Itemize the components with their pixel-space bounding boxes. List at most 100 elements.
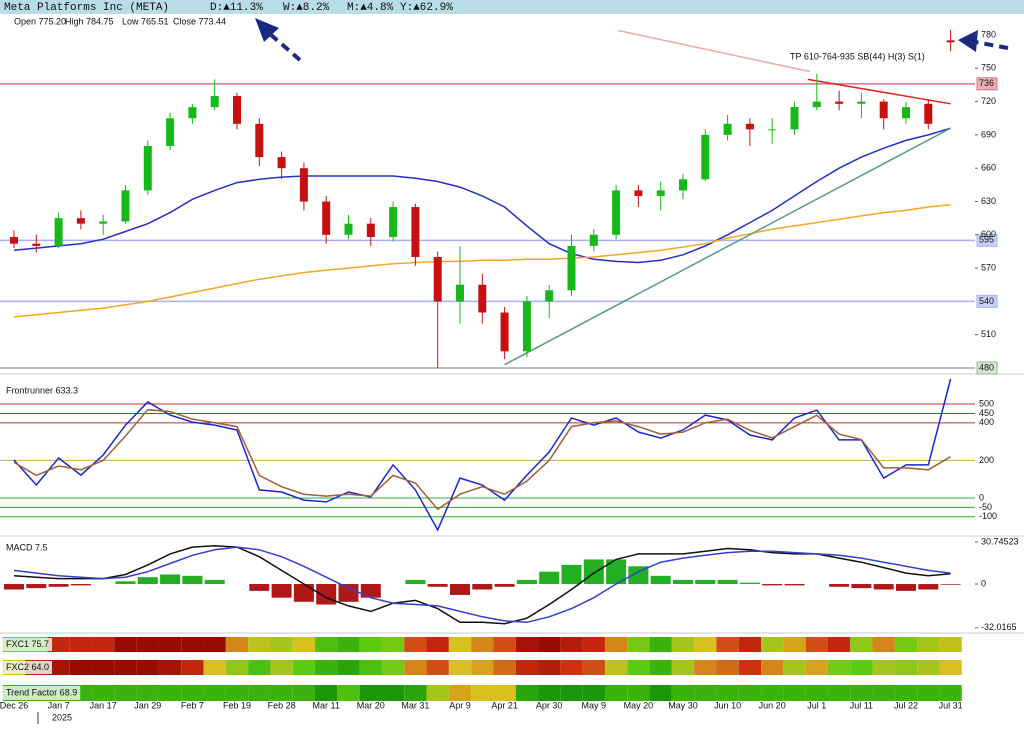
- candle-body: [411, 207, 420, 257]
- histogram-bar: [739, 582, 760, 585]
- heat-cell: [649, 637, 672, 652]
- heat-cell: [471, 637, 494, 652]
- histogram-bar: [762, 584, 783, 586]
- level-label: 540: [979, 296, 994, 306]
- y-tick-label: 780: [981, 29, 996, 39]
- candle-body: [857, 101, 866, 104]
- x-tick-label: Jul 11: [850, 700, 873, 710]
- heat-cell: [827, 637, 851, 652]
- heat-cell: [738, 637, 762, 652]
- heat-cell: [716, 637, 739, 652]
- level-label: 500: [979, 398, 994, 408]
- heat-cell: [939, 637, 962, 652]
- histogram-bar: [628, 566, 649, 585]
- candle-body: [634, 190, 643, 196]
- x-tick-label: May 30: [668, 700, 698, 710]
- candle-body: [478, 284, 487, 313]
- heat-cell: [158, 637, 182, 652]
- x-tick-label: May 9: [582, 700, 607, 710]
- candle-body: [589, 234, 598, 246]
- heat-cell: [827, 685, 851, 701]
- indicator-line: [13, 127, 951, 264]
- heat-cell: [604, 660, 628, 675]
- histogram-bar: [160, 574, 181, 585]
- x-tick-label: May 20: [624, 700, 654, 710]
- heat-cell: [136, 637, 159, 652]
- heat-cell: [404, 685, 427, 701]
- histogram-bar: [472, 584, 493, 590]
- arrows: [255, 18, 1009, 62]
- histogram-bar: [405, 579, 426, 585]
- heat-cell: [515, 685, 539, 701]
- candle-body: [322, 201, 331, 235]
- indicator-line: [13, 408, 951, 511]
- x-tick-label: Feb 19: [223, 700, 251, 710]
- year-change: Y:▲62.9%: [400, 2, 453, 14]
- heat-cell: [939, 660, 962, 675]
- histogram-bar: [204, 579, 225, 585]
- heat-cell: [315, 685, 338, 701]
- histogram-bar: [338, 584, 359, 602]
- heat-cell: [582, 660, 605, 675]
- level-label: 200: [979, 455, 994, 465]
- x-tick-label: Jan 7: [48, 700, 70, 710]
- candle-body: [946, 40, 955, 43]
- heat-cell: [716, 685, 739, 701]
- candle-body: [32, 243, 41, 246]
- title-box: [3, 686, 81, 700]
- heat-cell: [582, 637, 605, 652]
- heat-cell: [894, 660, 918, 675]
- histogram-bar: [539, 571, 560, 585]
- level-label: 595: [979, 235, 994, 245]
- x-tick-label: Jul 31: [939, 700, 963, 710]
- heat-cell: [225, 660, 249, 675]
- heat-cell: [404, 637, 427, 652]
- histogram-bar: [360, 584, 381, 598]
- heat-cell: [939, 685, 962, 701]
- heat-cell: [783, 685, 806, 701]
- trend-line: [618, 29, 811, 73]
- heat-cell: [69, 660, 93, 675]
- histogram-bar: [427, 584, 448, 587]
- header-title: Meta Platforms Inc (META): [4, 2, 169, 14]
- heat-cell: [114, 685, 137, 701]
- candle-body: [366, 223, 375, 238]
- heat-cell: [337, 637, 360, 652]
- candle-body: [76, 218, 85, 224]
- month-change: M:▲4.8%: [347, 2, 394, 14]
- candle-body: [612, 190, 621, 235]
- y-tick-label: -32.0165: [981, 622, 1017, 632]
- heat-cell: [560, 637, 583, 652]
- histogram-bar: [249, 584, 270, 591]
- y-tick-label: 690: [981, 129, 996, 139]
- level-label: -50: [979, 502, 992, 512]
- heat-cell: [538, 637, 561, 652]
- x-tick-label: Feb 28: [268, 700, 296, 710]
- level-box: [976, 294, 998, 308]
- heat-cell: [917, 660, 940, 675]
- heat-cell: [671, 685, 695, 701]
- panel-title: Trend Factor 68.9: [6, 687, 77, 697]
- close-label: Close 773.44: [173, 16, 226, 26]
- candle-body: [567, 245, 576, 291]
- histogram-bar: [873, 584, 894, 590]
- heat-cell: [538, 685, 561, 701]
- histogram-bar: [494, 584, 515, 587]
- heat-cell: [649, 685, 672, 701]
- heat-cell: [671, 660, 695, 675]
- heat-cell: [649, 660, 672, 675]
- histogram-bar: [516, 579, 537, 585]
- histogram-bar: [829, 584, 850, 587]
- level-box: [976, 361, 998, 375]
- histogram-bar: [26, 584, 47, 589]
- heat-cell: [783, 660, 806, 675]
- y-tick-label: 30.74523: [981, 536, 1019, 546]
- heat-cell: [716, 660, 739, 675]
- heat-cell: [292, 637, 316, 652]
- y-tick-label: 720: [981, 96, 996, 106]
- heat-cell: [47, 637, 70, 652]
- high-label: High 784.75: [65, 16, 114, 26]
- candle-body: [99, 221, 108, 224]
- x-tick-label: Feb 7: [181, 700, 204, 710]
- candle-body: [701, 134, 710, 180]
